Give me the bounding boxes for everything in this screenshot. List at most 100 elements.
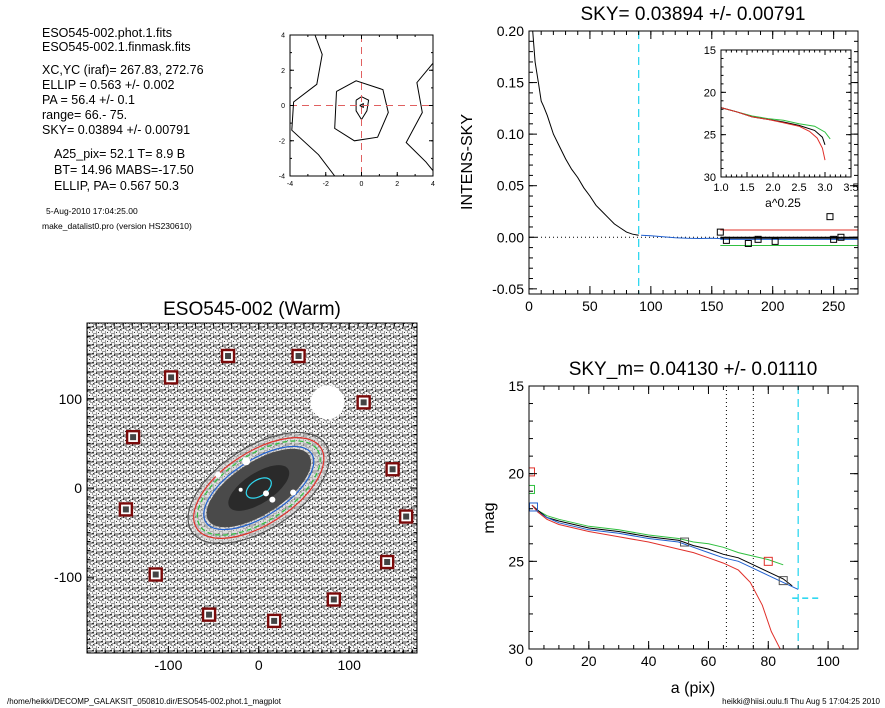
star-mask-core: [168, 374, 175, 381]
mag-xlabel: a (pix): [671, 680, 715, 697]
y-tick-label: 25: [704, 130, 716, 142]
masked-source: [242, 457, 251, 466]
mag-series: [531, 504, 784, 566]
x-tick-label: 2: [395, 181, 399, 188]
galaxy-ellipses: [187, 431, 331, 545]
y-tick-label: 0: [281, 103, 285, 110]
y-tick-label: 100: [59, 391, 83, 407]
galaxy-core: [228, 465, 290, 511]
mag-series-group: [529, 386, 820, 649]
y-tick-label: -0.05: [492, 281, 524, 297]
x-tick-label: 150: [700, 298, 724, 314]
y-tick-label: 20: [508, 466, 524, 482]
info-line: A25_pix= 52.1 T= 8.9 B: [54, 147, 185, 161]
mag-marker: [680, 537, 690, 547]
info-line: ESO545-002.1.finmask.fits: [42, 40, 191, 54]
star-mask-core: [271, 617, 278, 624]
sky-point: [837, 233, 845, 241]
x-tick-label: -4: [287, 181, 293, 188]
y-tick-label: 20: [704, 87, 716, 99]
info-panel: ESO545-002.phot.1.fits ESO545-002.1.finm…: [42, 26, 204, 231]
sky-plot: 0 50 100 150 200 250 -0.05 0.00 0.05 0.10 0.15 0.20: [492, 23, 859, 314]
mag-marker: [763, 556, 773, 566]
y-tick-label: 30: [704, 172, 716, 184]
y-tick-label: 25: [508, 553, 524, 569]
mag-ylabel: mag: [481, 502, 498, 533]
plot-frame: [720, 49, 852, 178]
mag-series: [531, 504, 793, 587]
inset-series: [720, 107, 826, 161]
masked-source: [238, 487, 243, 492]
mag-profile-plot: 0 20 40 60 80 100 15 20 25 30: [508, 378, 859, 669]
galaxy-image-plot: -100 0 100 -100 0 100: [54, 322, 418, 673]
y-tick-label: 15: [704, 45, 716, 57]
isophote-ellipse: [203, 445, 315, 531]
info-line: ELLIP = 0.563 +/- 0.002: [42, 78, 175, 92]
x-tick-label: 0: [360, 181, 364, 188]
y-tick-label: 0.05: [497, 178, 524, 194]
star-mask-core: [152, 571, 159, 578]
x-tick-label: 200: [761, 298, 785, 314]
x-tick-label: 4: [431, 181, 435, 188]
y-tick-label: 0: [74, 480, 82, 496]
x-tick-label: 1.5: [739, 182, 754, 194]
star-mask-core: [403, 513, 410, 520]
info-line: PA = 56.4 +/- 0.1: [42, 93, 135, 107]
masked-source: [269, 496, 276, 503]
info-line: range= 66.- 75.: [42, 108, 127, 122]
y-tick-label: 0.00: [497, 229, 524, 245]
sky-point: [722, 236, 730, 244]
x-tick-label: 100: [816, 653, 840, 669]
x-tick-label: 3.0: [817, 182, 832, 194]
footer-stamp: heikki@hiisi.oulu.fi Thu Aug 5 17:04:25 …: [722, 697, 880, 706]
star-mask-core: [206, 611, 213, 618]
masked-source: [290, 489, 297, 496]
star-mask-core: [389, 466, 396, 473]
image-title: ESO545-002 (Warm): [163, 299, 341, 320]
x-tick-label: 80: [760, 653, 776, 669]
contour-line: [334, 80, 389, 142]
y-tick-label: 4: [281, 33, 285, 40]
mag-marker: [529, 467, 535, 477]
mag-marker: [529, 484, 535, 494]
intensity-tail: [641, 234, 725, 240]
mag-marker: [778, 576, 788, 586]
star-mask-core: [360, 399, 367, 406]
x-tick-label: 2.5: [791, 182, 806, 194]
inset-xlabel: a^0.25: [765, 196, 801, 210]
info-line: 5-Aug-2010 17:04:25.00: [46, 206, 138, 216]
sky-point: [744, 239, 752, 247]
info-line: make_datalist0.pro (version HS230610): [42, 221, 192, 231]
x-tick-label: 0: [525, 653, 533, 669]
info-line: ESO545-002.phot.1.fits: [42, 26, 172, 40]
y-tick-label: 0.20: [497, 23, 524, 39]
star-mask-core: [130, 434, 137, 441]
info-line: BT= 14.96 MABS=-17.50: [54, 163, 194, 177]
x-tick-label: 40: [641, 653, 657, 669]
info-line: SKY= 0.03894 +/- 0.00791: [42, 123, 190, 137]
star-mask-core: [384, 559, 391, 566]
x-tick-label: 60: [701, 653, 717, 669]
x-tick-label: 100: [338, 657, 362, 673]
contour-line: [355, 96, 370, 121]
x-tick-label: 0: [255, 657, 263, 673]
star-mask-core: [225, 353, 232, 359]
y-tick-label: -4: [279, 174, 285, 181]
sky-inset-plot: 1.0 1.5 2.0 2.5 3.0 3.5 15 20 25 30: [704, 45, 859, 194]
sky-point: [826, 213, 834, 221]
mag-series: [531, 504, 799, 590]
masked-source: [263, 490, 270, 497]
x-tick-label: 1.0: [713, 182, 728, 194]
sky-point: [771, 237, 779, 245]
masked-source: [215, 471, 222, 478]
star-mask-core: [330, 596, 337, 603]
y-tick-label: 30: [508, 641, 524, 657]
plot-frame: [528, 385, 859, 650]
y-tick-label: -100: [54, 569, 82, 585]
y-tick-label: 0.10: [497, 126, 524, 142]
isophote-ellipse: [193, 437, 325, 539]
y-tick-label: 0.15: [497, 75, 524, 91]
info-line: XC,YC (iraf)= 267.83, 272.76: [42, 63, 204, 77]
x-tick-label: 50: [582, 298, 598, 314]
plot-frame: [528, 30, 859, 295]
